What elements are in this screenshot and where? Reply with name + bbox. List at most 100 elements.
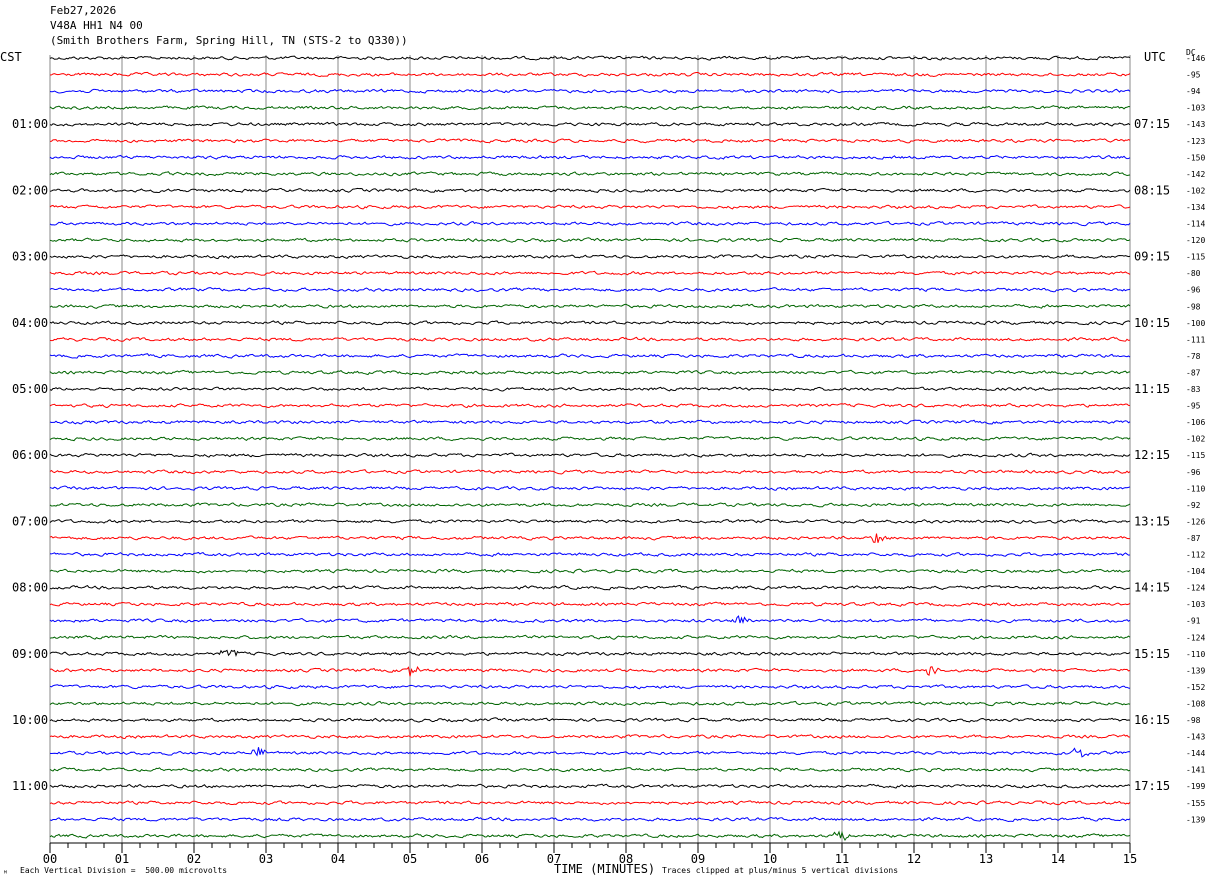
- seismic-trace: [49, 615, 1131, 624]
- seismic-trace: [49, 204, 1131, 210]
- seismic-trace: [49, 747, 1131, 758]
- dc-offset-value: -110: [1186, 650, 1205, 659]
- dc-offset-value: -98: [1186, 302, 1201, 311]
- seismic-trace: [49, 634, 1131, 640]
- dc-offset-value: -111: [1186, 335, 1205, 344]
- dc-offset-value: -98: [1186, 716, 1201, 725]
- seismic-trace: [49, 154, 1131, 160]
- seismic-trace: [49, 353, 1131, 359]
- seismic-trace: [49, 485, 1131, 491]
- seismic-trace: [49, 88, 1131, 94]
- seismic-trace: [49, 700, 1131, 707]
- seismic-trace: [49, 783, 1131, 789]
- x-tick-label: 00: [43, 852, 57, 866]
- seismic-trace: [49, 254, 1131, 260]
- seismic-trace: [49, 237, 1131, 243]
- seismic-trace: [49, 187, 1131, 194]
- dc-offset-value: -83: [1186, 385, 1201, 394]
- dc-offset-value: -144: [1186, 749, 1205, 758]
- cst-hour-label: 09:00: [12, 647, 48, 661]
- seismic-trace: [49, 220, 1131, 227]
- seismic-trace: [49, 105, 1131, 111]
- corner-mark: ᴹ: [3, 869, 8, 878]
- dc-offset-value: -95: [1186, 402, 1201, 411]
- seismic-trace: [49, 303, 1131, 309]
- dc-offset-value: -87: [1186, 534, 1201, 543]
- clipping-note: Traces clipped at plus/minus 5 vertical …: [662, 866, 899, 875]
- station-location: (Smith Brothers Farm, Spring Hill, TN (S…: [50, 34, 408, 47]
- dc-offset-value: -150: [1186, 153, 1205, 162]
- seismic-trace: [49, 568, 1131, 574]
- left-timezone-label: CST: [0, 50, 22, 64]
- cst-hour-label: 05:00: [12, 382, 48, 396]
- cst-hour-label: 10:00: [12, 713, 48, 727]
- vertical-scale-note: Each Vertical Division = 500.00 microvol…: [20, 866, 228, 875]
- x-tick-label: 06: [475, 852, 489, 866]
- seismic-trace: [49, 386, 1131, 392]
- dc-offset-value: -126: [1186, 517, 1205, 526]
- x-tick-label: 03: [259, 852, 273, 866]
- dc-offset-value: -106: [1186, 418, 1205, 427]
- cst-hour-label: 07:00: [12, 514, 48, 528]
- dc-offset-value: -123: [1186, 137, 1205, 146]
- utc-hour-label: 15:15: [1134, 647, 1170, 661]
- utc-hour-label: 13:15: [1134, 514, 1170, 528]
- seismic-trace: [49, 551, 1131, 557]
- seismic-trace: [49, 584, 1131, 591]
- x-tick-label: 15: [1123, 852, 1137, 866]
- cst-hour-label: 11:00: [12, 779, 48, 793]
- dc-offset-value: -115: [1186, 451, 1205, 460]
- dc-offset-value: -143: [1186, 120, 1205, 129]
- x-tick-label: 02: [187, 852, 201, 866]
- x-tick-label: 11: [835, 852, 849, 866]
- dc-offset-value: -108: [1186, 699, 1205, 708]
- dc-offset-value: -103: [1186, 600, 1205, 609]
- x-tick-label: 05: [403, 852, 417, 866]
- seismic-trace: [49, 369, 1131, 376]
- dc-offset-value: -152: [1186, 683, 1205, 692]
- dc-offset-value: -124: [1186, 633, 1205, 642]
- seismic-trace: [49, 436, 1131, 442]
- cst-hour-label: 01:00: [12, 117, 48, 131]
- seismic-trace: [49, 71, 1131, 78]
- seismic-trace: [49, 171, 1131, 177]
- seismic-trace: [49, 830, 1131, 841]
- seismic-trace: [49, 55, 1131, 61]
- seismic-trace: [49, 717, 1131, 723]
- dc-offset-value: -110: [1186, 484, 1205, 493]
- seismic-trace: [49, 287, 1131, 293]
- right-timezone-label: UTC: [1144, 50, 1166, 64]
- dc-offset-value: -155: [1186, 799, 1205, 808]
- cst-hour-label: 08:00: [12, 581, 48, 595]
- seismic-trace: [49, 502, 1131, 508]
- x-tick-label: 08: [619, 852, 633, 866]
- x-tick-label: 10: [763, 852, 777, 866]
- seismic-trace: [49, 601, 1131, 607]
- utc-hour-label: 08:15: [1134, 183, 1170, 197]
- x-tick-label: 12: [907, 852, 921, 866]
- utc-hour-label: 16:15: [1134, 713, 1170, 727]
- dc-offset-value: -96: [1186, 286, 1201, 295]
- dc-offset-value: -80: [1186, 269, 1201, 278]
- dc-offset-value: -95: [1186, 71, 1201, 80]
- utc-hour-label: 11:15: [1134, 382, 1170, 396]
- seismic-trace: [49, 469, 1131, 475]
- seismic-trace: [49, 684, 1131, 690]
- dc-offset-value: -94: [1186, 87, 1201, 96]
- seismic-trace: [49, 320, 1131, 326]
- utc-hour-label: 07:15: [1134, 117, 1170, 131]
- x-axis-title: TIME (MINUTES): [554, 862, 656, 876]
- seismic-trace: [49, 402, 1131, 409]
- seismic-trace: [49, 649, 1131, 657]
- seismic-trace: [49, 419, 1131, 425]
- dc-offset-value: -78: [1186, 352, 1201, 361]
- dc-offset-value: -112: [1186, 551, 1205, 560]
- plot-date: Feb27,2026: [50, 4, 117, 17]
- dc-offset-value: -199: [1186, 782, 1205, 791]
- cst-hour-label: 02:00: [12, 183, 48, 197]
- x-tick-label: 14: [1051, 852, 1065, 866]
- x-tick-label: 07: [547, 852, 561, 866]
- seismic-trace: [49, 138, 1131, 144]
- station-code: V48A HH1 N4 00: [50, 19, 143, 32]
